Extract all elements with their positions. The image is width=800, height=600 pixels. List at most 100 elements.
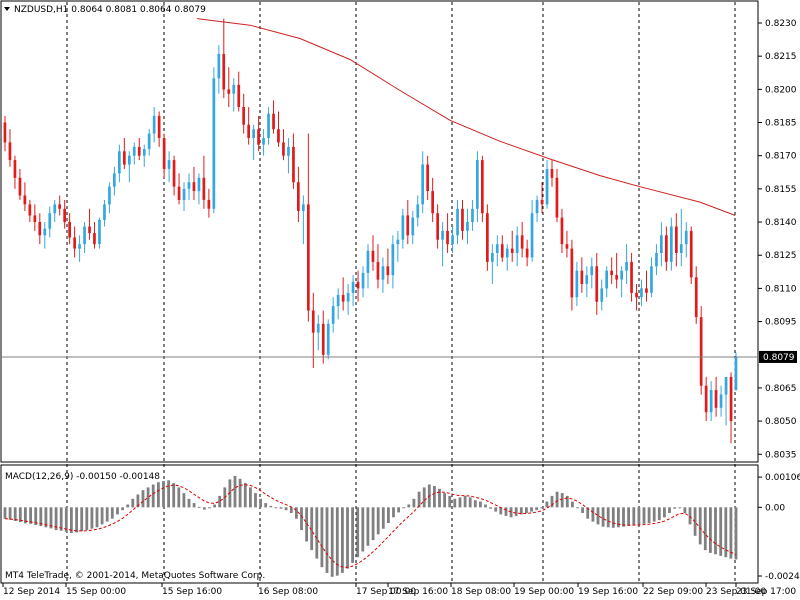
macd-histogram-bar (3, 507, 7, 519)
candle (500, 235, 504, 262)
macd-histogram-bar (141, 490, 145, 508)
macd-histogram-bar (192, 503, 196, 508)
candlesticks (3, 18, 738, 444)
candle (128, 151, 131, 183)
macd-histogram-bar (279, 507, 283, 509)
candle-body (287, 146, 290, 156)
candle-body (605, 270, 608, 289)
candle-body (38, 222, 42, 236)
candle (724, 376, 728, 426)
macd-histogram-bar (581, 507, 584, 513)
candle (665, 226, 668, 271)
candle (192, 166, 196, 200)
candle-body (227, 89, 231, 94)
candle-body (267, 113, 270, 138)
macd-histogram-bar (320, 507, 324, 568)
macd-histogram-bar (453, 498, 457, 508)
candle (58, 195, 61, 216)
candle (575, 261, 579, 307)
candle-body (311, 310, 315, 333)
candle (182, 182, 186, 211)
macd-histogram-bar (49, 507, 53, 529)
candle (277, 111, 280, 147)
candle (232, 78, 236, 112)
price-tick-label: 0.8110 (765, 284, 797, 294)
macd-histogram-bar (688, 507, 692, 525)
macd-histogram-bar (351, 507, 354, 563)
candle-body (675, 226, 678, 253)
macd-histogram-bar (24, 507, 27, 524)
candle-body (545, 169, 549, 205)
macd-histogram-bar (709, 507, 712, 553)
candle-body (43, 228, 47, 236)
macd-histogram-bar (300, 507, 303, 531)
candle (108, 182, 111, 214)
candle (282, 129, 285, 161)
price-panel-frame (0, 0, 759, 463)
candle-body (321, 323, 325, 355)
candle-body (630, 261, 633, 293)
macd-histogram-bar (243, 483, 247, 508)
price-tick-label: 0.8035 (765, 450, 797, 460)
candle (481, 155, 484, 223)
candle (361, 266, 365, 298)
price-tick-label: 0.8140 (765, 218, 797, 228)
macd-histogram-bar (131, 498, 135, 508)
candle-body (292, 146, 295, 183)
candle-body (560, 217, 564, 245)
candle (311, 292, 315, 369)
candle (43, 222, 47, 249)
macd-histogram-bar (197, 506, 201, 508)
macd-histogram-bar (218, 495, 222, 508)
macd-histogram-bar (64, 507, 68, 532)
candle-body (88, 226, 91, 234)
macd-histogram-bar (151, 484, 155, 508)
symbol-menu-arrow-icon[interactable] (4, 7, 10, 11)
candle (287, 138, 290, 174)
candle-body (197, 177, 201, 192)
macd-histogram-bar (80, 507, 84, 532)
macd-histogram-bar (519, 507, 523, 515)
time-tick-label: 12 Sep 2014 (3, 587, 60, 597)
candle-body (262, 138, 265, 145)
candle-body (63, 208, 66, 223)
candle (704, 376, 708, 422)
candle-body (33, 215, 37, 222)
macd-histogram-bar (622, 507, 625, 527)
candle-body (476, 160, 479, 209)
current-price-tag (759, 350, 797, 363)
candle (431, 177, 434, 223)
macd-histogram-bar (443, 493, 446, 508)
candle-body (495, 244, 499, 253)
macd-histogram-bar (438, 488, 441, 508)
macd-histogram-bar (683, 507, 687, 513)
candle-body (709, 390, 713, 413)
candle-body (78, 244, 81, 249)
candle (406, 199, 410, 245)
macd-histogram-bar (371, 507, 375, 541)
candle (610, 257, 613, 284)
candle (356, 270, 360, 302)
candle-body (640, 288, 643, 298)
candle-body (575, 270, 579, 298)
candle-body (48, 213, 52, 229)
candle-body (719, 394, 723, 408)
macd-histogram-bar (535, 507, 538, 511)
macd-histogram-bar (571, 501, 574, 508)
candle (660, 222, 663, 267)
macd-histogram-bar (392, 507, 395, 518)
candle (237, 71, 241, 112)
macd-histogram-bar (412, 498, 416, 508)
macd-histogram-bar (647, 507, 651, 523)
macd-histogram-bar (146, 487, 150, 508)
candle (426, 155, 429, 200)
candle (391, 235, 395, 289)
macd-histogram-bar (525, 507, 528, 513)
candle (38, 213, 42, 245)
macd-histogram-bar (366, 507, 370, 546)
candle (331, 297, 335, 333)
candle (212, 67, 216, 214)
candle-body (436, 213, 439, 240)
candle-body (147, 133, 151, 150)
